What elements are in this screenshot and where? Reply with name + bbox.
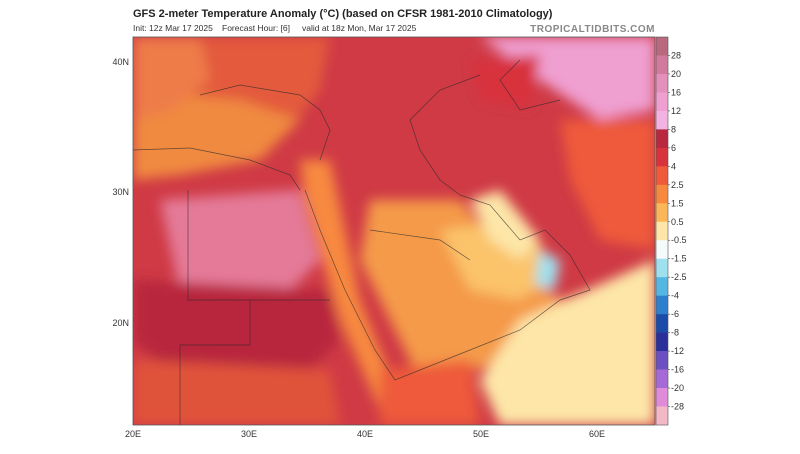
colorbar-label: 6 [671, 143, 676, 153]
colorbar-swatch [656, 406, 668, 426]
forecast-hour: Forecast Hour: [6] [222, 23, 290, 33]
colorbar-label: 2.5 [671, 180, 684, 190]
colorbar-swatch [656, 369, 668, 389]
colorbar-label: -0.5 [671, 235, 687, 245]
map-frame [132, 36, 656, 426]
colorbar-label: -12 [671, 346, 684, 356]
colorbar-frame [655, 36, 669, 426]
colorbar-swatch [656, 73, 668, 93]
anomaly-map [133, 37, 655, 425]
colorbar-label: -28 [671, 402, 684, 412]
colorbar-swatch [656, 240, 668, 260]
colorbar-label: 0.5 [671, 217, 684, 227]
lat-label: 30N [112, 187, 129, 197]
lat-label: 20N [112, 318, 129, 328]
colorbar-swatch [656, 277, 668, 296]
colorbar-label: 12 [671, 106, 681, 116]
lon-label: 20E [125, 429, 141, 439]
colorbar-label: -6 [671, 309, 679, 319]
colorbar-label: 4 [671, 161, 676, 171]
colorbar-swatch [656, 184, 668, 204]
title: GFS 2-meter Temperature Anomaly (°C) (ba… [133, 8, 553, 20]
colorbar-swatch [656, 314, 668, 333]
init-time: Init: 12z Mar 17 2025 [133, 23, 213, 33]
lon-label: 40E [357, 429, 373, 439]
colorbar-label: 20 [671, 69, 681, 79]
colorbar-swatch [656, 221, 668, 241]
colorbar-label: 28 [671, 50, 681, 60]
colorbar-label: 16 [671, 87, 681, 97]
lon-label: 50E [473, 429, 489, 439]
colorbar-swatch [656, 351, 668, 370]
latitude-labels: 40N 30N 20N [112, 57, 129, 328]
colorbar-swatch [656, 388, 668, 407]
colorbar-label: -20 [671, 383, 684, 393]
longitude-labels: 20E 30E 40E 50E 60E [125, 429, 605, 439]
colorbar-swatch [656, 147, 668, 167]
lon-label: 60E [589, 429, 605, 439]
lon-label: 30E [241, 429, 257, 439]
colorbar-swatch [656, 295, 668, 315]
colorbar-swatch [656, 332, 668, 352]
colorbar-swatch [656, 37, 668, 56]
valid-time: valid at 18z Mon, Mar 17 2025 [302, 23, 417, 33]
colorbar-label: 1.5 [671, 198, 684, 208]
colorbar-swatch [656, 92, 668, 112]
colorbar-label: -4 [671, 291, 679, 301]
colorbar-label: -2.5 [671, 272, 687, 282]
colorbar: 28 20 16 12 8 6 4 2.5 1.5 0.5 -0.5 -1.5 -2.5 -4 -6 -8 -1… [655, 36, 687, 426]
colorbar-label: -16 [671, 365, 684, 375]
colorbar-swatch [656, 129, 668, 149]
colorbar-swatch [656, 258, 668, 278]
colorbar-label: 8 [671, 124, 676, 134]
lat-label: 40N [112, 57, 129, 67]
colorbar-swatch [656, 110, 668, 130]
colorbar-label: -8 [671, 328, 679, 338]
colorbar-swatch [656, 203, 668, 223]
colorbar-label: -1.5 [671, 254, 687, 264]
colorbar-swatch [656, 166, 668, 186]
colorbar-swatch [656, 55, 668, 75]
site-credit: TROPICALTIDBITS.COM [530, 24, 655, 35]
